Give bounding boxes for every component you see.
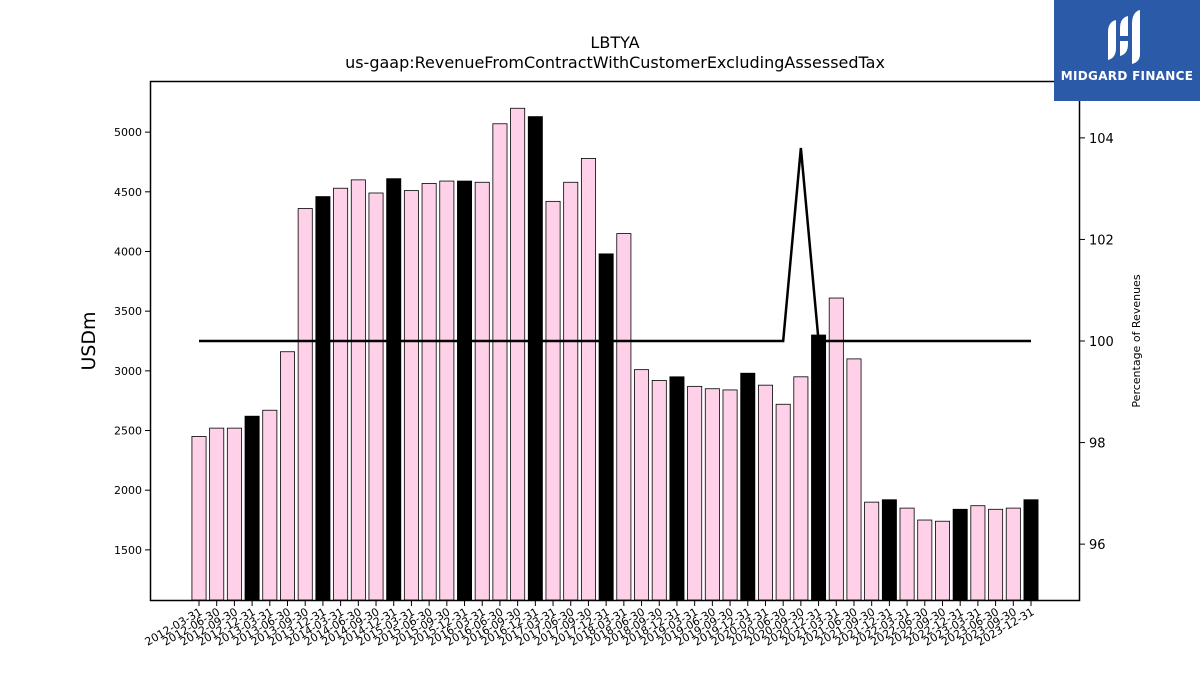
y-tick-label: 3500 — [114, 305, 142, 318]
bar — [651, 379, 667, 601]
bar — [616, 233, 632, 601]
bar — [935, 520, 950, 601]
bar — [687, 385, 703, 601]
y-tick-label: 2500 — [114, 425, 142, 438]
y-tick-label: 3000 — [114, 365, 142, 378]
bar — [226, 427, 242, 601]
bar — [793, 376, 809, 601]
bar — [864, 501, 880, 601]
bar — [811, 334, 827, 601]
chart-subtitle: us-gaap:RevenueFromContractWithCustomerE… — [345, 53, 885, 72]
bar — [510, 107, 526, 601]
bar — [262, 409, 278, 601]
bar — [403, 190, 419, 601]
bar — [297, 208, 313, 601]
bar — [775, 403, 791, 601]
bar — [421, 183, 437, 601]
bar — [1005, 507, 1021, 601]
y-tick-label: 1500 — [114, 544, 142, 557]
bar — [580, 157, 596, 601]
bar — [881, 499, 897, 601]
bar — [191, 436, 207, 601]
chart-title: LBTYA — [590, 33, 639, 52]
bar — [598, 253, 614, 601]
bar — [828, 297, 844, 601]
bar — [350, 179, 366, 601]
y-tick-label: 2000 — [114, 484, 142, 497]
y2-tick-label: 98 — [1089, 437, 1106, 452]
x-axis-ticks: 2012-03-312012-06-302012-09-302012-12-31… — [143, 600, 1037, 649]
y-tick-label: 4000 — [114, 245, 142, 258]
y2-axis-ticks: 96 98 100 102 104 — [1079, 132, 1114, 553]
bar — [315, 196, 331, 601]
bar — [527, 116, 543, 601]
bar — [669, 376, 685, 601]
bar — [988, 508, 1004, 601]
bar — [952, 508, 968, 601]
bar — [368, 192, 384, 601]
bar — [439, 180, 455, 601]
logo-icon — [1108, 10, 1140, 64]
bar — [280, 351, 295, 601]
bar — [757, 384, 773, 601]
bar — [899, 507, 915, 601]
bar — [722, 389, 738, 601]
midgard-finance-logo: MIDGARD FINANCE — [1054, 0, 1200, 101]
bar — [740, 372, 756, 601]
bar — [545, 200, 561, 601]
bar — [846, 358, 862, 601]
bar — [704, 388, 720, 601]
y2-axis-label: Percentage of Revenues — [1130, 274, 1143, 407]
y2-tick-label: 100 — [1089, 335, 1114, 350]
logo-text: MIDGARD FINANCE — [1060, 69, 1194, 83]
y-axis-label: USDm — [78, 311, 100, 370]
y-tick-label: 4500 — [114, 186, 142, 199]
bar — [244, 415, 260, 601]
bar-series — [191, 107, 1039, 601]
bar — [492, 123, 508, 601]
bar — [1023, 499, 1039, 601]
y-axis-ticks: 1500 2000 2500 3000 3500 4000 4500 5000 — [114, 126, 151, 557]
percentage-line — [199, 147, 1031, 343]
bar — [209, 427, 225, 601]
bar — [386, 178, 402, 601]
y2-tick-label: 104 — [1089, 132, 1114, 147]
bar — [917, 519, 933, 601]
bar — [970, 505, 986, 601]
y2-tick-label: 96 — [1089, 538, 1106, 553]
bar — [634, 369, 650, 601]
bar — [333, 187, 349, 601]
bar — [474, 181, 490, 601]
y-tick-label: 5000 — [114, 126, 142, 139]
y2-tick-label: 102 — [1089, 233, 1114, 248]
bar — [563, 181, 579, 601]
bar — [457, 180, 473, 601]
